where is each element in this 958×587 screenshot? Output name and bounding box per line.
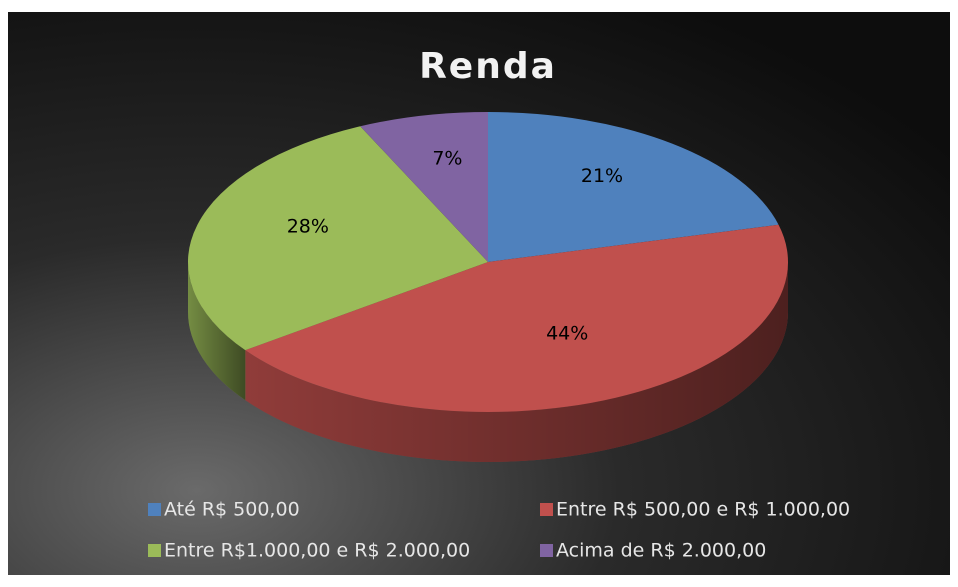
data-label: 7%: [432, 148, 462, 170]
legend-label: Entre R$1.000,00 e R$ 2.000,00: [164, 540, 470, 562]
data-labels: 21% 44% 28% 7%: [287, 148, 623, 345]
pie-sides: [188, 262, 788, 462]
legend-swatch: [148, 544, 161, 557]
pie-side-shade: [245, 262, 788, 462]
data-label: 28%: [287, 215, 329, 237]
pie-side-shade: [188, 262, 246, 401]
pie-slice: [187, 126, 488, 351]
pie-slice: [488, 112, 779, 262]
pie-tops: [187, 112, 788, 413]
legend-swatch: [540, 503, 553, 516]
pie-slice: [245, 224, 788, 413]
legend-label: Até R$ 500,00: [164, 499, 300, 521]
data-label: 21%: [581, 165, 623, 187]
legend-swatch: [540, 544, 553, 557]
pie-slice: [360, 112, 488, 262]
legend-label: Entre R$ 500,00 e R$ 1.000,00: [556, 499, 850, 521]
legend-swatch: [148, 503, 161, 516]
data-label: 44%: [546, 323, 588, 345]
chart-title: Renda: [419, 46, 557, 87]
legend: Até R$ 500,00 Entre R$ 500,00 e R$ 1.000,…: [148, 499, 850, 562]
legend-label: Acima de R$ 2.000,00: [556, 540, 766, 562]
